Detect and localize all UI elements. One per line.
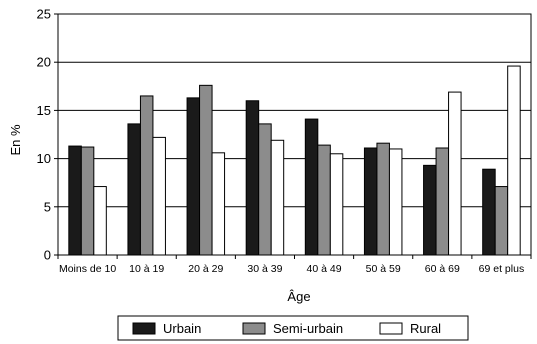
legend: Urbain Semi-urbain Rural [117,315,469,341]
bar-urbain-2 [186,97,201,256]
x-tick-label: 69 et plus [479,263,525,275]
bar-semi-urbain-1 [139,95,154,256]
x-tick-label: 50 à 59 [366,263,401,275]
legend-label-urbain: Urbain [163,321,201,336]
legend-swatch-urbain [132,322,156,335]
bar-rural-7 [507,65,521,256]
x-tick-label: 30 à 39 [247,263,282,275]
bar-semi-urbain-6 [435,147,450,256]
bar-urbain-7 [482,168,496,256]
bar-urbain-6 [423,164,437,256]
bar-semi-urbain-7 [494,186,509,256]
x-tick-label: 10 à 19 [129,263,164,275]
bar-rural-2 [211,152,226,256]
x-tick-label: Moins de 10 [59,263,116,275]
y-tick-label: 25 [37,7,51,22]
bar-urbain-5 [363,147,378,256]
x-axis-label: Âge [287,289,310,304]
bar-urbain-1 [127,123,141,256]
x-tick-label: 40 à 49 [307,263,342,275]
bar-urbain-3 [245,100,260,256]
bar-semi-urbain-5 [376,142,390,256]
bar-rural-5 [388,148,403,256]
y-tick-label: 10 [37,151,51,166]
y-tick-label: 0 [44,248,51,263]
bar-semi-urbain-0 [80,146,95,256]
bar-rural-6 [448,91,462,256]
y-axis-label: En % [8,124,23,156]
y-tick-label: 5 [44,199,51,214]
x-tick-label: 20 à 29 [188,263,223,275]
bar-rural-3 [270,139,285,256]
y-axis-ticks: 0 5 10 15 20 25 [37,7,58,263]
bars [68,65,521,256]
bar-urbain-0 [68,145,82,256]
legend-label-rural: Rural [410,321,441,336]
legend-swatch-rural [379,322,403,335]
bar-semi-urbain-4 [317,144,331,256]
bar-rural-4 [329,153,344,256]
bar-urbain-4 [304,118,319,256]
legend-label-semi-urbain: Semi-urbain [273,321,343,336]
bar-semi-urbain-3 [258,123,272,256]
x-axis-ticks: Moins de 10 10 à 19 20 à 29 30 à 39 40 à 49 5… [57,255,532,275]
y-tick-label: 20 [37,55,51,70]
bar-rural-0 [93,186,107,256]
x-tick-label: 60 à 69 [425,263,460,275]
bar-semi-urbain-2 [199,84,213,256]
legend-box [117,315,469,341]
bar-rural-1 [152,136,166,256]
y-tick-label: 15 [37,103,51,118]
legend-swatch-semi-urbain [242,322,266,335]
